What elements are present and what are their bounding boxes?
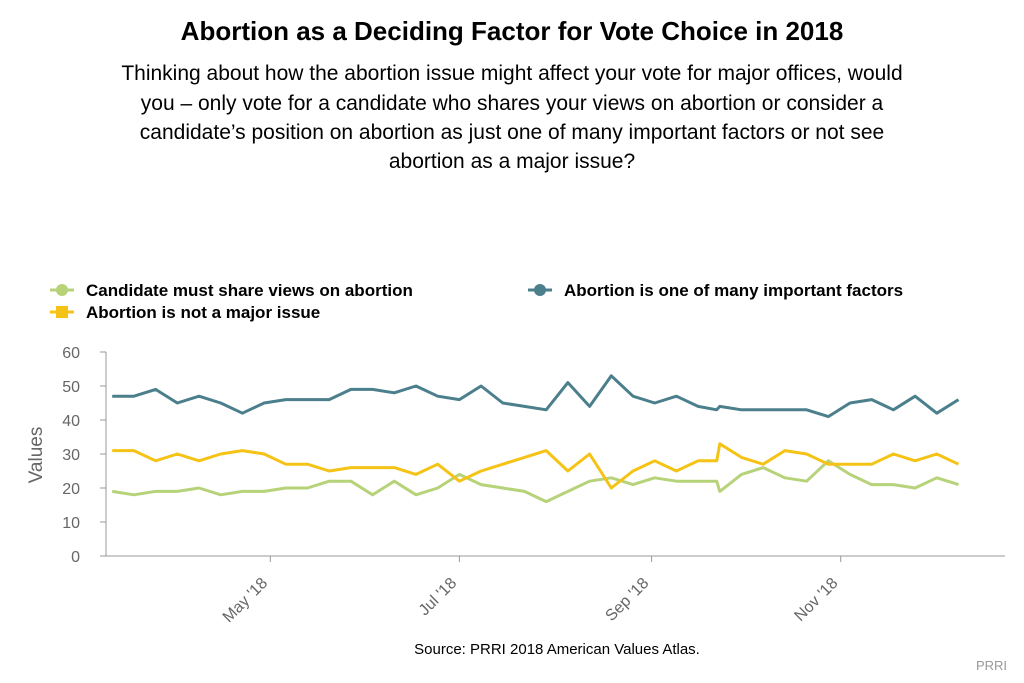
axes: 0 10 20 30 40 50 60 May '18 Jul '18 Sep '18 Nov '1… (62, 345, 1005, 626)
y-axis-title: Values (26, 427, 47, 484)
x-tick-label: Jul '18 (416, 575, 460, 619)
chart-subtitle-line-2: you – only vote for a candidate who shar… (141, 92, 884, 115)
x-tick-label: Nov '18 (792, 575, 842, 625)
y-tick-label: 40 (62, 413, 80, 430)
series-line-1[interactable] (112, 374, 960, 419)
y-tick-label: 50 (62, 379, 80, 396)
legend-label-one-of-many-factors: Abortion is one of many important factor… (564, 281, 903, 300)
y-tick-label: 30 (62, 447, 80, 464)
y-tick-label: 0 (71, 549, 80, 566)
series-line-2[interactable] (112, 442, 960, 490)
y-tick-label: 10 (62, 515, 80, 532)
credit-label: PRRI (976, 658, 1007, 673)
source-note: Source: PRRI 2018 American Values Atlas. (414, 641, 700, 658)
legend-item-candidate-must-share[interactable]: Candidate must share views on abortion (50, 281, 413, 300)
legend: Candidate must share views on abortion A… (50, 281, 903, 322)
series-line-0[interactable] (111, 459, 959, 504)
chart-title: Abortion as a Deciding Factor for Vote C… (181, 16, 844, 46)
legend-label-not-major-issue: Abortion is not a major issue (86, 303, 320, 322)
y-tick-label: 20 (62, 481, 80, 498)
chart-subtitle-line-4: abortion as a major issue? (389, 150, 635, 173)
legend-item-one-of-many-factors[interactable]: Abortion is one of many important factor… (528, 281, 903, 300)
chart-subtitle-line-1: Thinking about how the abortion issue mi… (121, 62, 902, 85)
x-tick-label: May '18 (220, 575, 271, 626)
chart-subtitle-line-3: candidate’s position on abortion as just… (140, 121, 884, 144)
plot-area (111, 374, 960, 504)
legend-item-not-major-issue[interactable]: Abortion is not a major issue (50, 303, 320, 322)
x-tick-label: Sep '18 (602, 575, 652, 625)
legend-label-candidate-must-share: Candidate must share views on abortion (86, 281, 413, 300)
y-tick-label: 60 (62, 345, 80, 362)
